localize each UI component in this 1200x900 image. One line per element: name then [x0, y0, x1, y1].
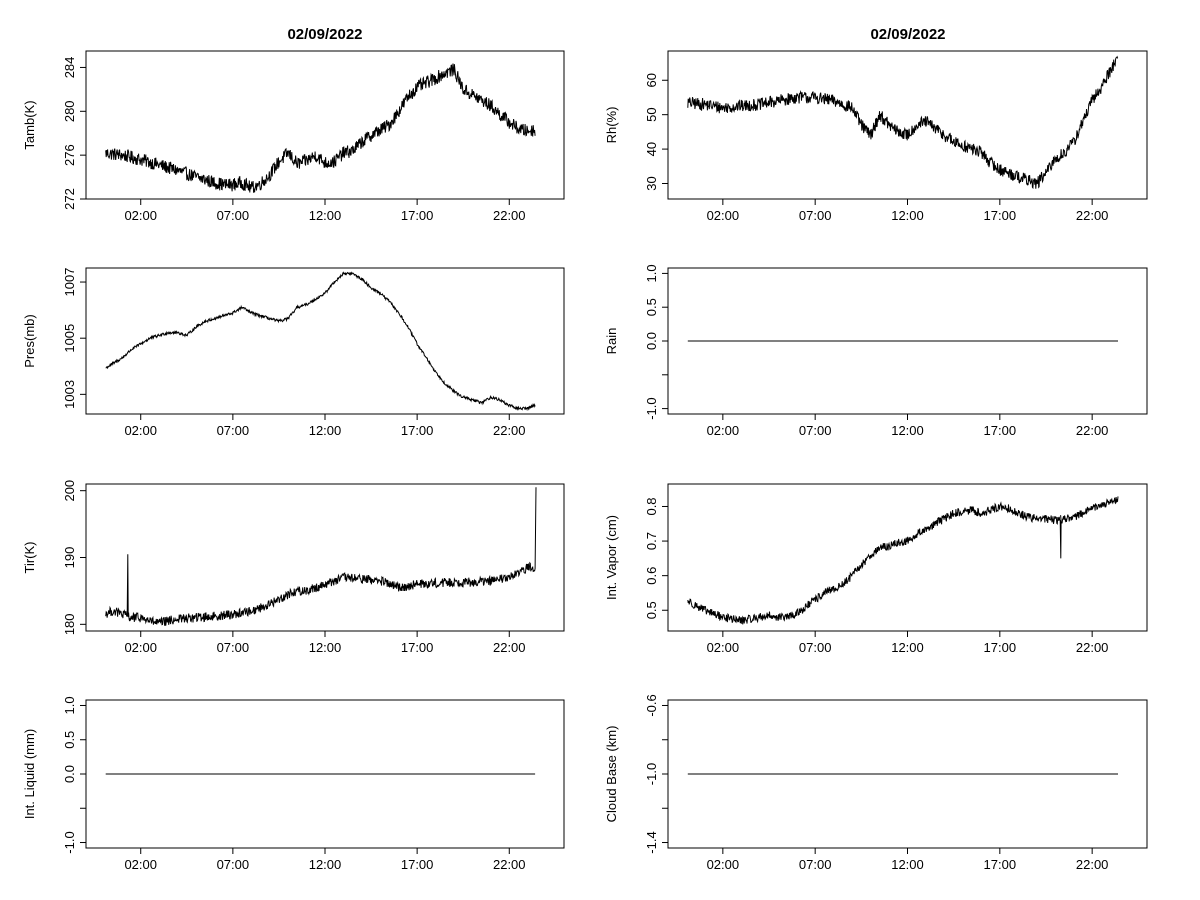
pres-x-tick-label: 02:00 — [124, 423, 157, 438]
pres-series-line — [105, 271, 536, 412]
liquid-x-tick-label: 17:00 — [401, 857, 434, 872]
pres-y-label: Pres(mb) — [22, 314, 37, 367]
rain-y-tick-label: 1.0 — [644, 264, 659, 282]
liquid-x-tick-label: 22:00 — [493, 857, 526, 872]
pres-y-tick-label: 1005 — [62, 324, 77, 353]
tamb-y-label: Tamb(K) — [22, 100, 37, 149]
tir-x-tick-label: 22:00 — [493, 640, 526, 655]
rh-y-label: Rh(%) — [604, 107, 619, 144]
vapor-x-tick-label: 02:00 — [707, 640, 740, 655]
right-column-title: 02/09/2022 — [870, 26, 946, 43]
tir-y-label: Tir(K) — [22, 541, 37, 573]
cloudbase-x-tick-label: 07:00 — [799, 857, 832, 872]
left-column-title: 02/09/2022 — [287, 26, 363, 43]
rain-y-tick-label: 0.0 — [644, 332, 659, 350]
rh-x-tick-label: 12:00 — [891, 208, 924, 223]
vapor-x-tick-label: 22:00 — [1076, 640, 1109, 655]
tir-y-tick-label: 190 — [62, 547, 77, 569]
liquid-x-tick-label: 07:00 — [217, 857, 250, 872]
rain-y-tick-label: 0.5 — [644, 298, 659, 316]
vapor-x-tick-label: 07:00 — [799, 640, 832, 655]
liquid-y-tick-label: 0.5 — [62, 731, 77, 749]
cloudbase-x-tick-label: 22:00 — [1076, 857, 1109, 872]
tamb-series-line — [105, 63, 536, 193]
tir-y-tick-label: 200 — [62, 480, 77, 502]
rh-y-tick-label: 60 — [644, 73, 659, 87]
rh-x-tick-label: 07:00 — [799, 208, 832, 223]
rh-x-tick-label: 17:00 — [984, 208, 1017, 223]
vapor-y-tick-label: 0.8 — [644, 497, 659, 515]
tamb-x-tick-label: 17:00 — [401, 208, 434, 223]
tamb-x-tick-label: 07:00 — [217, 208, 250, 223]
tamb-y-tick-label: 284 — [62, 57, 77, 79]
tamb-x-tick-label: 12:00 — [309, 208, 342, 223]
pres-x-tick-label: 12:00 — [309, 423, 342, 438]
vapor-x-tick-label: 12:00 — [891, 640, 924, 655]
tamb-x-tick-label: 22:00 — [493, 208, 526, 223]
vapor-y-tick-label: 0.6 — [644, 567, 659, 585]
cloudbase-y-label: Cloud Base (km) — [604, 726, 619, 823]
rain-x-tick-label: 12:00 — [891, 423, 924, 438]
pres-y-tick-label: 1003 — [62, 380, 77, 409]
rh-y-tick-label: 40 — [644, 142, 659, 156]
tir-y-tick-label: 180 — [62, 613, 77, 635]
pres-x-tick-label: 07:00 — [217, 423, 250, 438]
rain-y-label: Rain — [604, 328, 619, 355]
vapor-y-tick-label: 0.5 — [644, 601, 659, 619]
liquid-y-tick-label: 1.0 — [62, 696, 77, 714]
liquid-x-tick-label: 02:00 — [124, 857, 157, 872]
rain-y-tick-label: -1.0 — [644, 397, 659, 419]
liquid-x-tick-label: 12:00 — [309, 857, 342, 872]
cloudbase-y-tick-label: -0.6 — [644, 694, 659, 716]
liquid-y-label: Int. Liquid (mm) — [22, 729, 37, 819]
rh-series-line — [687, 55, 1119, 190]
liquid-y-tick-label: -1.0 — [62, 831, 77, 853]
tamb-x-tick-label: 02:00 — [124, 208, 157, 223]
vapor-y-tick-label: 0.7 — [644, 532, 659, 550]
cloudbase-y-tick-label: -1.4 — [644, 831, 659, 853]
tir-x-tick-label: 17:00 — [401, 640, 434, 655]
rain-x-tick-label: 17:00 — [984, 423, 1017, 438]
rain-x-tick-label: 22:00 — [1076, 423, 1109, 438]
rh-x-tick-label: 02:00 — [707, 208, 740, 223]
tamb-y-tick-label: 280 — [62, 100, 77, 122]
tir-x-tick-label: 02:00 — [124, 640, 157, 655]
rain-x-tick-label: 02:00 — [707, 423, 740, 438]
pres-x-tick-label: 17:00 — [401, 423, 434, 438]
cloudbase-y-tick-label: -1.0 — [644, 763, 659, 785]
tir-x-tick-label: 12:00 — [309, 640, 342, 655]
rh-x-tick-label: 22:00 — [1076, 208, 1109, 223]
rain-x-tick-label: 07:00 — [799, 423, 832, 438]
cloudbase-x-tick-label: 02:00 — [707, 857, 740, 872]
tir-x-tick-label: 07:00 — [217, 640, 250, 655]
tamb-y-tick-label: 276 — [62, 144, 77, 166]
vapor-y-label: Int. Vapor (cm) — [604, 515, 619, 600]
pres-y-tick-label: 1007 — [62, 268, 77, 297]
vapor-series-line — [687, 496, 1119, 625]
rh-y-tick-label: 30 — [644, 176, 659, 190]
cloudbase-x-tick-label: 17:00 — [984, 857, 1017, 872]
tir-series-line — [105, 487, 537, 627]
cloudbase-x-tick-label: 12:00 — [891, 857, 924, 872]
liquid-y-tick-label: 0.0 — [62, 765, 77, 783]
pres-x-tick-label: 22:00 — [493, 423, 526, 438]
tamb-y-tick-label: 272 — [62, 188, 77, 210]
vapor-x-tick-label: 17:00 — [984, 640, 1017, 655]
rh-y-tick-label: 50 — [644, 107, 659, 121]
